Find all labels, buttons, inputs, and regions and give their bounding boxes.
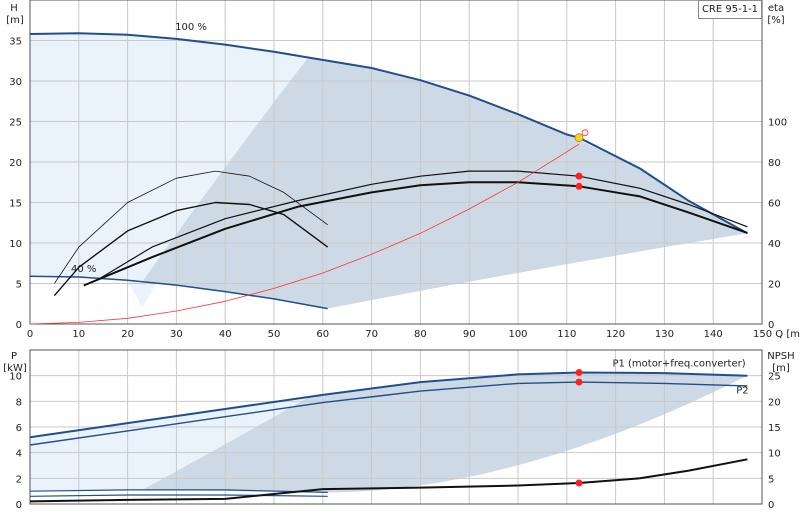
x-tick-label: 80	[414, 329, 427, 340]
npsh-curve	[29, 458, 748, 503]
y-tick-label: 20	[9, 158, 22, 169]
p-tick-label: 4	[16, 449, 22, 460]
power-operating-point	[575, 368, 583, 376]
eta-total-40-curve	[53, 201, 329, 297]
speed-annotation: 40 %	[71, 264, 96, 275]
npsh-tick-label: 15	[768, 423, 781, 434]
eta-tick-label: 80	[768, 158, 781, 169]
light-region	[30, 33, 309, 308]
eta-pump-operating-point	[575, 172, 583, 180]
system-curve-curve	[29, 143, 580, 325]
eta-tick-label: 20	[768, 280, 781, 291]
y-tick-label: 15	[9, 199, 22, 210]
x-tick-label: 60	[316, 329, 329, 340]
eta-tick-label: 100	[768, 118, 787, 129]
x-tick-label: 30	[170, 329, 183, 340]
top-plot-frame	[29, 0, 763, 325]
x-axis-label: 150 Q [m³/h]	[753, 329, 800, 340]
eta-total-100-curve	[83, 181, 748, 287]
eta-total-operating-point	[575, 182, 583, 190]
eta-tick-label: 60	[768, 199, 781, 210]
npsh-tick-label: 5	[768, 474, 774, 485]
x-tick-label: 130	[655, 329, 674, 340]
y-axis-title: H	[10, 3, 18, 14]
y-tick-label: 0	[16, 320, 22, 331]
x-tick-label: 110	[557, 329, 576, 340]
x-tick-label: 0	[27, 329, 33, 340]
npsh-tick-label: 0	[768, 500, 774, 511]
p-axis-title: P	[11, 351, 17, 362]
p-tick-label: 8	[16, 397, 22, 408]
speed-annotation: 100 %	[175, 22, 207, 33]
x-tick-label: 50	[268, 329, 281, 340]
x-tick-label: 10	[72, 329, 85, 340]
npsh-tick-label: 20	[768, 397, 781, 408]
eta-pump-40-curve	[54, 170, 328, 284]
y-tick-label: 30	[9, 77, 22, 88]
y-tick-label: 5	[16, 280, 22, 291]
head-100-curve	[29, 32, 748, 235]
npsh-tick-label: 25	[768, 372, 781, 383]
x-tick-label: 120	[606, 329, 625, 340]
npsh-axis-unit: [m]	[772, 363, 790, 374]
y-tick-label: 35	[9, 37, 22, 48]
y-tick-label: 10	[9, 239, 22, 250]
eta-pump-100-curve	[97, 170, 748, 280]
x-tick-label: 20	[121, 329, 134, 340]
P1-curve	[29, 371, 748, 439]
p2-40-curve	[29, 494, 328, 497]
y-axis-unit: [m]	[6, 15, 24, 26]
p-tick-label: 2	[16, 474, 22, 485]
npsh-axis-title: NPSH	[767, 351, 794, 362]
power-working-region	[142, 372, 748, 493]
bottom-plot-frame	[29, 349, 763, 505]
duty-point-marker	[581, 129, 589, 137]
x-tick-label: 40	[219, 329, 232, 340]
x-tick-label: 100	[508, 329, 527, 340]
head-40-curve	[29, 275, 328, 310]
P2-curve	[29, 381, 748, 446]
model-label: CRE 95-1-1	[698, 0, 762, 19]
power-operating-point	[575, 479, 583, 487]
legend-p2: P2	[736, 386, 748, 397]
y-tick-label: 25	[9, 118, 22, 129]
head-operating-point	[574, 133, 584, 143]
power-light-region	[30, 397, 309, 492]
eta-tick-label: 40	[768, 239, 781, 250]
eta-tick-label: 0	[768, 320, 774, 331]
x-tick-label: 140	[704, 329, 723, 340]
p-tick-label: 6	[16, 423, 22, 434]
x-tick-label: 70	[365, 329, 378, 340]
legend-p1: P1 (motor+freq.converter)	[612, 359, 745, 370]
p-tick-label: 10	[9, 372, 22, 383]
p1-40-curve	[29, 489, 328, 493]
npsh-tick-label: 10	[768, 449, 781, 460]
p-tick-label: 0	[16, 500, 22, 511]
power-operating-point	[575, 378, 583, 386]
x-tick-label: 90	[463, 329, 476, 340]
eta-axis-title: eta	[768, 3, 784, 14]
eta-axis-unit: [%]	[767, 15, 784, 26]
p-axis-unit: [kW]	[3, 363, 27, 374]
